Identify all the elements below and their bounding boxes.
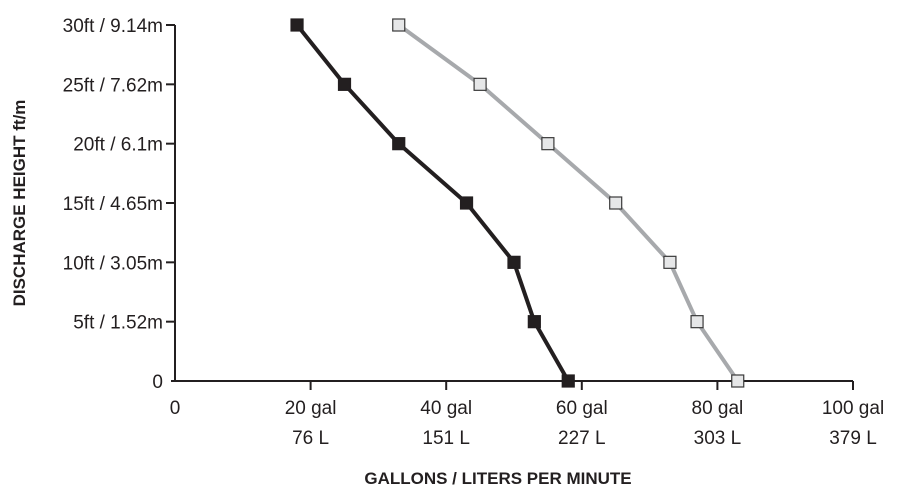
x-tick-label-gallons: 100 gal <box>822 398 884 419</box>
x-tick-label-gallons: 80 gal <box>692 398 744 419</box>
label-layer: 0 5ft / 1.52m 10ft / 3.05m 15ft / 4.65m 20ft… <box>63 16 885 449</box>
y-axis-title: DISCHARGE HEIGHT ft/m <box>10 100 29 307</box>
series-gray-line <box>397 23 740 383</box>
series-gray-point <box>473 77 487 91</box>
x-tick-label-liters: 303 L <box>694 428 742 449</box>
y-tick-label: 5ft / 1.52m <box>73 313 163 334</box>
x-tick-label-gallons: 60 gal <box>556 398 608 419</box>
series-black-line <box>295 23 570 382</box>
x-tick-label-gallons: 40 gal <box>420 398 472 419</box>
series-black-point <box>561 374 575 388</box>
axis-layer <box>166 24 854 390</box>
y-tick-label: 15ft / 4.65m <box>63 194 163 215</box>
series-gray-point <box>541 137 555 151</box>
series-layer <box>290 18 745 388</box>
x-tick-label-liters: 76 L <box>292 428 329 449</box>
x-tick-label-liters: 227 L <box>558 428 606 449</box>
series-gray-point <box>663 255 677 269</box>
x-tick-label-gallons: 20 gal <box>285 398 337 419</box>
y-tick-label: 20ft / 6.1m <box>73 135 163 156</box>
series-black-point <box>459 196 474 210</box>
series-black-point <box>507 255 521 269</box>
y-tick-label: 10ft / 3.05m <box>63 253 163 274</box>
series-black-point <box>392 137 406 151</box>
x-tick-label-liters: 151 L <box>422 428 470 449</box>
series-gray-point <box>731 374 745 388</box>
x-tick-label-liters: 379 L <box>829 428 877 449</box>
y-tick-label: 30ft / 9.14m <box>63 16 163 37</box>
y-tick-label: 25ft / 7.62m <box>63 75 163 96</box>
series-black-point <box>337 77 352 91</box>
y-tick-label: 0 <box>152 372 163 393</box>
series-gray-point <box>392 18 406 32</box>
series-gray-point <box>609 196 623 210</box>
series-black-point <box>527 315 541 329</box>
series-gray-point <box>690 315 704 329</box>
x-tick-label-gallons: 0 <box>170 398 181 419</box>
series-black-point <box>290 18 304 32</box>
x-axis-title: GALLONS / LITERS PER MINUTE <box>364 469 631 488</box>
